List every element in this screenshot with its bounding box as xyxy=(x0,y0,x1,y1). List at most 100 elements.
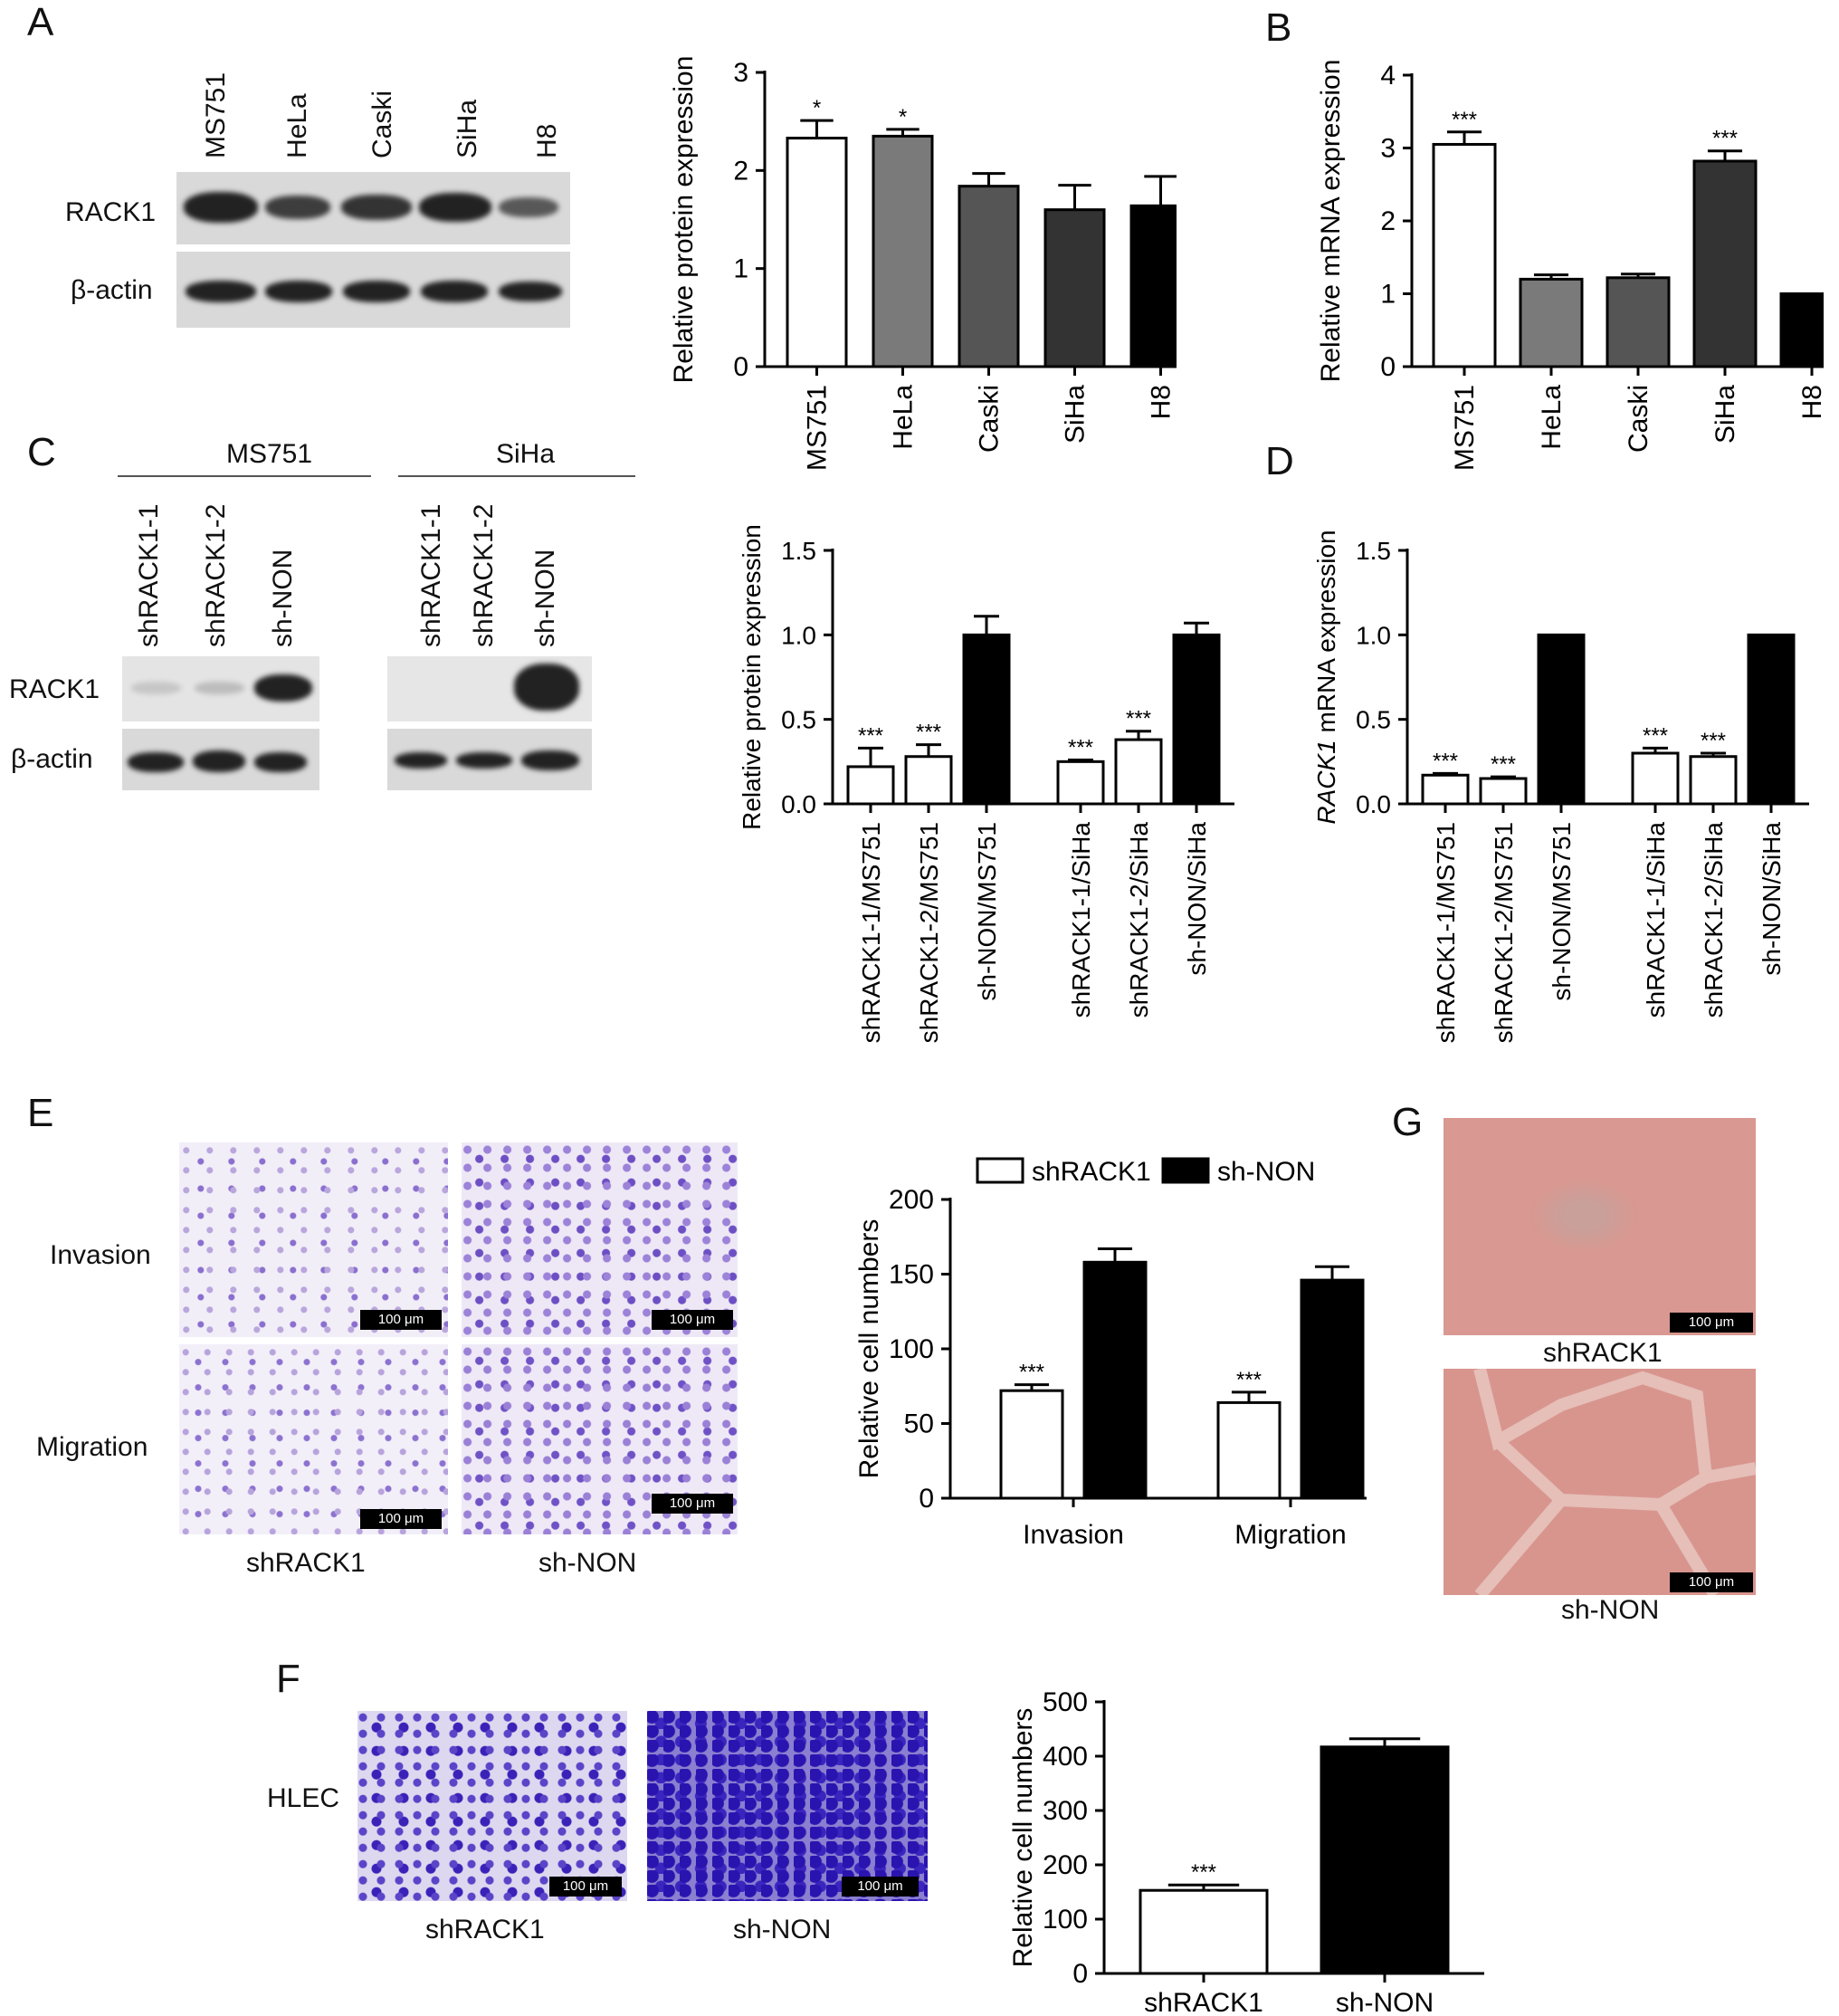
y-axis-label: Relative cell numbers xyxy=(1008,1708,1038,1968)
micro-e-col-shnon: sh-NON xyxy=(538,1548,637,1578)
panel-label-b: B xyxy=(1265,5,1292,50)
significance-label: *** xyxy=(1452,108,1477,132)
chart-d: 0.0 0.5 1.0 1.5 RACK1 mRNA expression *** shRA… xyxy=(1312,530,1809,1043)
y-tick-label: 1.5 xyxy=(1356,537,1391,565)
significance-label: *** xyxy=(1236,1368,1262,1392)
blot-c-lane-5: shRACK1-2 xyxy=(469,503,499,647)
y-tick-label: 1 xyxy=(733,254,748,284)
micro-g-shnon: 100 μm xyxy=(1444,1369,1756,1595)
micro-e-migration-shnon: 100 μm xyxy=(462,1344,738,1534)
blot-c-group-siha: SiHa xyxy=(496,439,556,469)
bar-sh-NON/MS751 xyxy=(962,633,1011,806)
bar-shRACK1-2/SiHa xyxy=(1689,755,1738,806)
x-tick-label: SiHa xyxy=(1061,385,1091,444)
blot-c-row-actin: β-actin xyxy=(11,744,93,774)
micro-e-invasion-shnon: 100 μm xyxy=(462,1142,738,1337)
y-axis-label: RACK1 mRNA expression xyxy=(1312,530,1340,824)
bar-MS751 xyxy=(1432,142,1497,368)
chart-a: 0 1 2 3 Relative protein expression * MS751 * He… xyxy=(669,56,1177,471)
bar-sh-NON/SiHa xyxy=(1747,633,1796,806)
y-tick-label: 4 xyxy=(1380,61,1396,91)
x-tick-label: HeLa xyxy=(889,385,919,450)
y-tick-label: 0 xyxy=(1072,1959,1088,1989)
significance-label: * xyxy=(813,96,821,120)
y-tick-label: 0 xyxy=(1380,352,1396,382)
blot-c-lane-1: shRACK1-1 xyxy=(134,503,164,647)
x-tick-label: Caski xyxy=(1624,385,1653,453)
bar-HeLa xyxy=(1519,277,1584,368)
blot-a-lane-ms751: MS751 xyxy=(201,72,231,158)
blot-a-actin-membrane xyxy=(176,252,570,328)
blot-a-row-rack1: RACK1 xyxy=(65,197,157,227)
bar-HeLa xyxy=(872,134,934,368)
y-tick-label: 2 xyxy=(1380,206,1396,236)
x-tick-label: shRACK1-2/SiHa xyxy=(1700,822,1728,1018)
bar-H8 xyxy=(1129,204,1177,368)
micro-e-row-migration: Migration xyxy=(36,1432,148,1462)
x-tick-label: sh-NON xyxy=(1336,1988,1434,2016)
significance-label: *** xyxy=(858,723,883,748)
bar-shRACK1-2/MS751 xyxy=(904,755,953,806)
legend-label: shRACK1 xyxy=(1032,1157,1151,1187)
x-tick-label: Invasion xyxy=(1023,1520,1124,1550)
bar-shRACK1-1/MS751 xyxy=(846,765,895,806)
blot-c-group-ms751: MS751 xyxy=(226,439,313,469)
blot-c-lane-2: shRACK1-2 xyxy=(201,503,231,647)
x-tick-label: sh-NON/MS751 xyxy=(973,822,1001,1001)
legend-swatch xyxy=(1161,1157,1210,1184)
scale-bar: 100 μm xyxy=(1670,1313,1753,1333)
blot-c-lane-3: sh-NON xyxy=(268,549,298,647)
micro-g-caption-shnon: sh-NON xyxy=(1561,1595,1660,1625)
scale-bar: 100 μm xyxy=(652,1310,733,1330)
y-tick-label: 3 xyxy=(733,58,748,88)
bar-shRACK1-2/MS751 xyxy=(1479,777,1528,806)
y-tick-label: 400 xyxy=(1043,1742,1088,1772)
blot-a-lane-h8: H8 xyxy=(532,123,562,158)
bar-shRACK1-1/SiHa xyxy=(1056,760,1105,806)
x-tick-label: MS751 xyxy=(803,385,833,471)
x-tick-label: shRACK1-1/SiHa xyxy=(1642,822,1670,1018)
bar-shRACK1 xyxy=(999,1389,1064,1500)
y-tick-label: 1 xyxy=(1380,280,1396,310)
panel-label-c: C xyxy=(27,430,56,474)
y-tick-label: 0 xyxy=(919,1484,934,1514)
bar-shRACK1 xyxy=(1139,1888,1269,1975)
x-tick-label: SiHa xyxy=(1710,385,1740,444)
bar-shRACK1-2/SiHa xyxy=(1114,738,1163,806)
micro-g-shrack1: 100 μm xyxy=(1444,1118,1756,1335)
y-tick-label: 200 xyxy=(1043,1850,1088,1880)
micro-e-migration-shrack1: 100 μm xyxy=(179,1344,448,1534)
scale-bar: 100 μm xyxy=(1670,1572,1753,1592)
legend-swatch xyxy=(976,1157,1024,1184)
micro-e-col-shrack1: shRACK1 xyxy=(246,1548,366,1578)
blot-c-lane-4: shRACK1-1 xyxy=(416,503,446,647)
y-tick-label: 0.5 xyxy=(781,706,816,734)
bar-shRACK1 xyxy=(1216,1400,1282,1500)
y-axis-label: Relative cell numbers xyxy=(854,1219,884,1479)
bar-SiHa xyxy=(1692,159,1758,368)
x-tick-label: shRACK1-2/SiHa xyxy=(1125,822,1153,1018)
scale-bar: 100 μm xyxy=(842,1877,919,1897)
significance-label: *** xyxy=(1191,1860,1216,1885)
significance-label: *** xyxy=(1643,723,1668,748)
chart-c: 0.0 0.5 1.0 1.5 Relative protein expression *… xyxy=(738,524,1234,1043)
y-tick-label: 0.0 xyxy=(781,790,816,818)
y-axis-label: Relative protein expression xyxy=(669,56,699,384)
x-tick-label: sh-NON/SiHa xyxy=(1758,822,1786,976)
bar-sh-NON xyxy=(1082,1260,1148,1500)
y-tick-label: 2 xyxy=(733,156,748,186)
significance-label: *** xyxy=(1712,127,1738,151)
y-tick-label: 1.0 xyxy=(1356,621,1391,649)
y-tick-label: 50 xyxy=(904,1409,934,1439)
scale-bar: 100 μm xyxy=(549,1877,622,1897)
blot-c-row-rack1: RACK1 xyxy=(9,674,100,704)
bar-sh-NON xyxy=(1300,1278,1365,1500)
scale-bar: 100 μm xyxy=(360,1310,442,1330)
y-tick-label: 0.0 xyxy=(1356,790,1391,818)
panel-label-g: G xyxy=(1392,1100,1424,1144)
blot-c1-actin xyxy=(122,729,319,790)
blot-a-lane-hela: HeLa xyxy=(282,93,312,158)
bar-sh-NON/MS751 xyxy=(1537,633,1586,806)
x-tick-label: H8 xyxy=(1797,385,1824,419)
